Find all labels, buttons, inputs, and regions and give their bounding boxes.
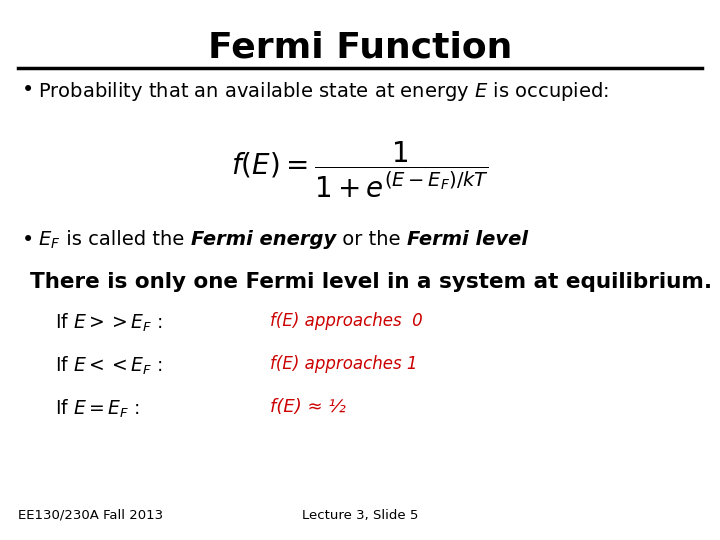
Text: Lecture 3, Slide 5: Lecture 3, Slide 5 <box>302 509 418 522</box>
Text: If $E << E_F$ :: If $E << E_F$ : <box>55 355 163 377</box>
Text: is called the: is called the <box>60 230 191 249</box>
Text: Probability that an available state at energy $\mathit{E}$ is occupied:: Probability that an available state at e… <box>38 80 609 103</box>
Text: $E_F$: $E_F$ <box>38 230 60 251</box>
Text: •: • <box>22 80 35 100</box>
Text: $f(E) = \dfrac{1}{1 + e^{(E-E_F)/kT}}$: $f(E) = \dfrac{1}{1 + e^{(E-E_F)/kT}}$ <box>231 140 489 200</box>
Text: If $E = E_F$ :: If $E = E_F$ : <box>55 398 140 420</box>
Text: Fermi level: Fermi level <box>407 230 528 249</box>
Text: Fermi Function: Fermi Function <box>208 30 512 64</box>
Text: Fermi energy: Fermi energy <box>191 230 336 249</box>
Text: •: • <box>22 230 35 250</box>
Text: f(E) approaches  0: f(E) approaches 0 <box>270 312 423 330</box>
Text: If $E >> E_F$ :: If $E >> E_F$ : <box>55 312 163 334</box>
Text: or the: or the <box>336 230 407 249</box>
Text: EE130/230A Fall 2013: EE130/230A Fall 2013 <box>18 509 163 522</box>
Text: f(E) approaches 1: f(E) approaches 1 <box>270 355 418 373</box>
Text: There is only one Fermi level in a system at equilibrium.: There is only one Fermi level in a syste… <box>30 272 712 292</box>
Text: f(E) ≈ ½: f(E) ≈ ½ <box>270 398 346 416</box>
